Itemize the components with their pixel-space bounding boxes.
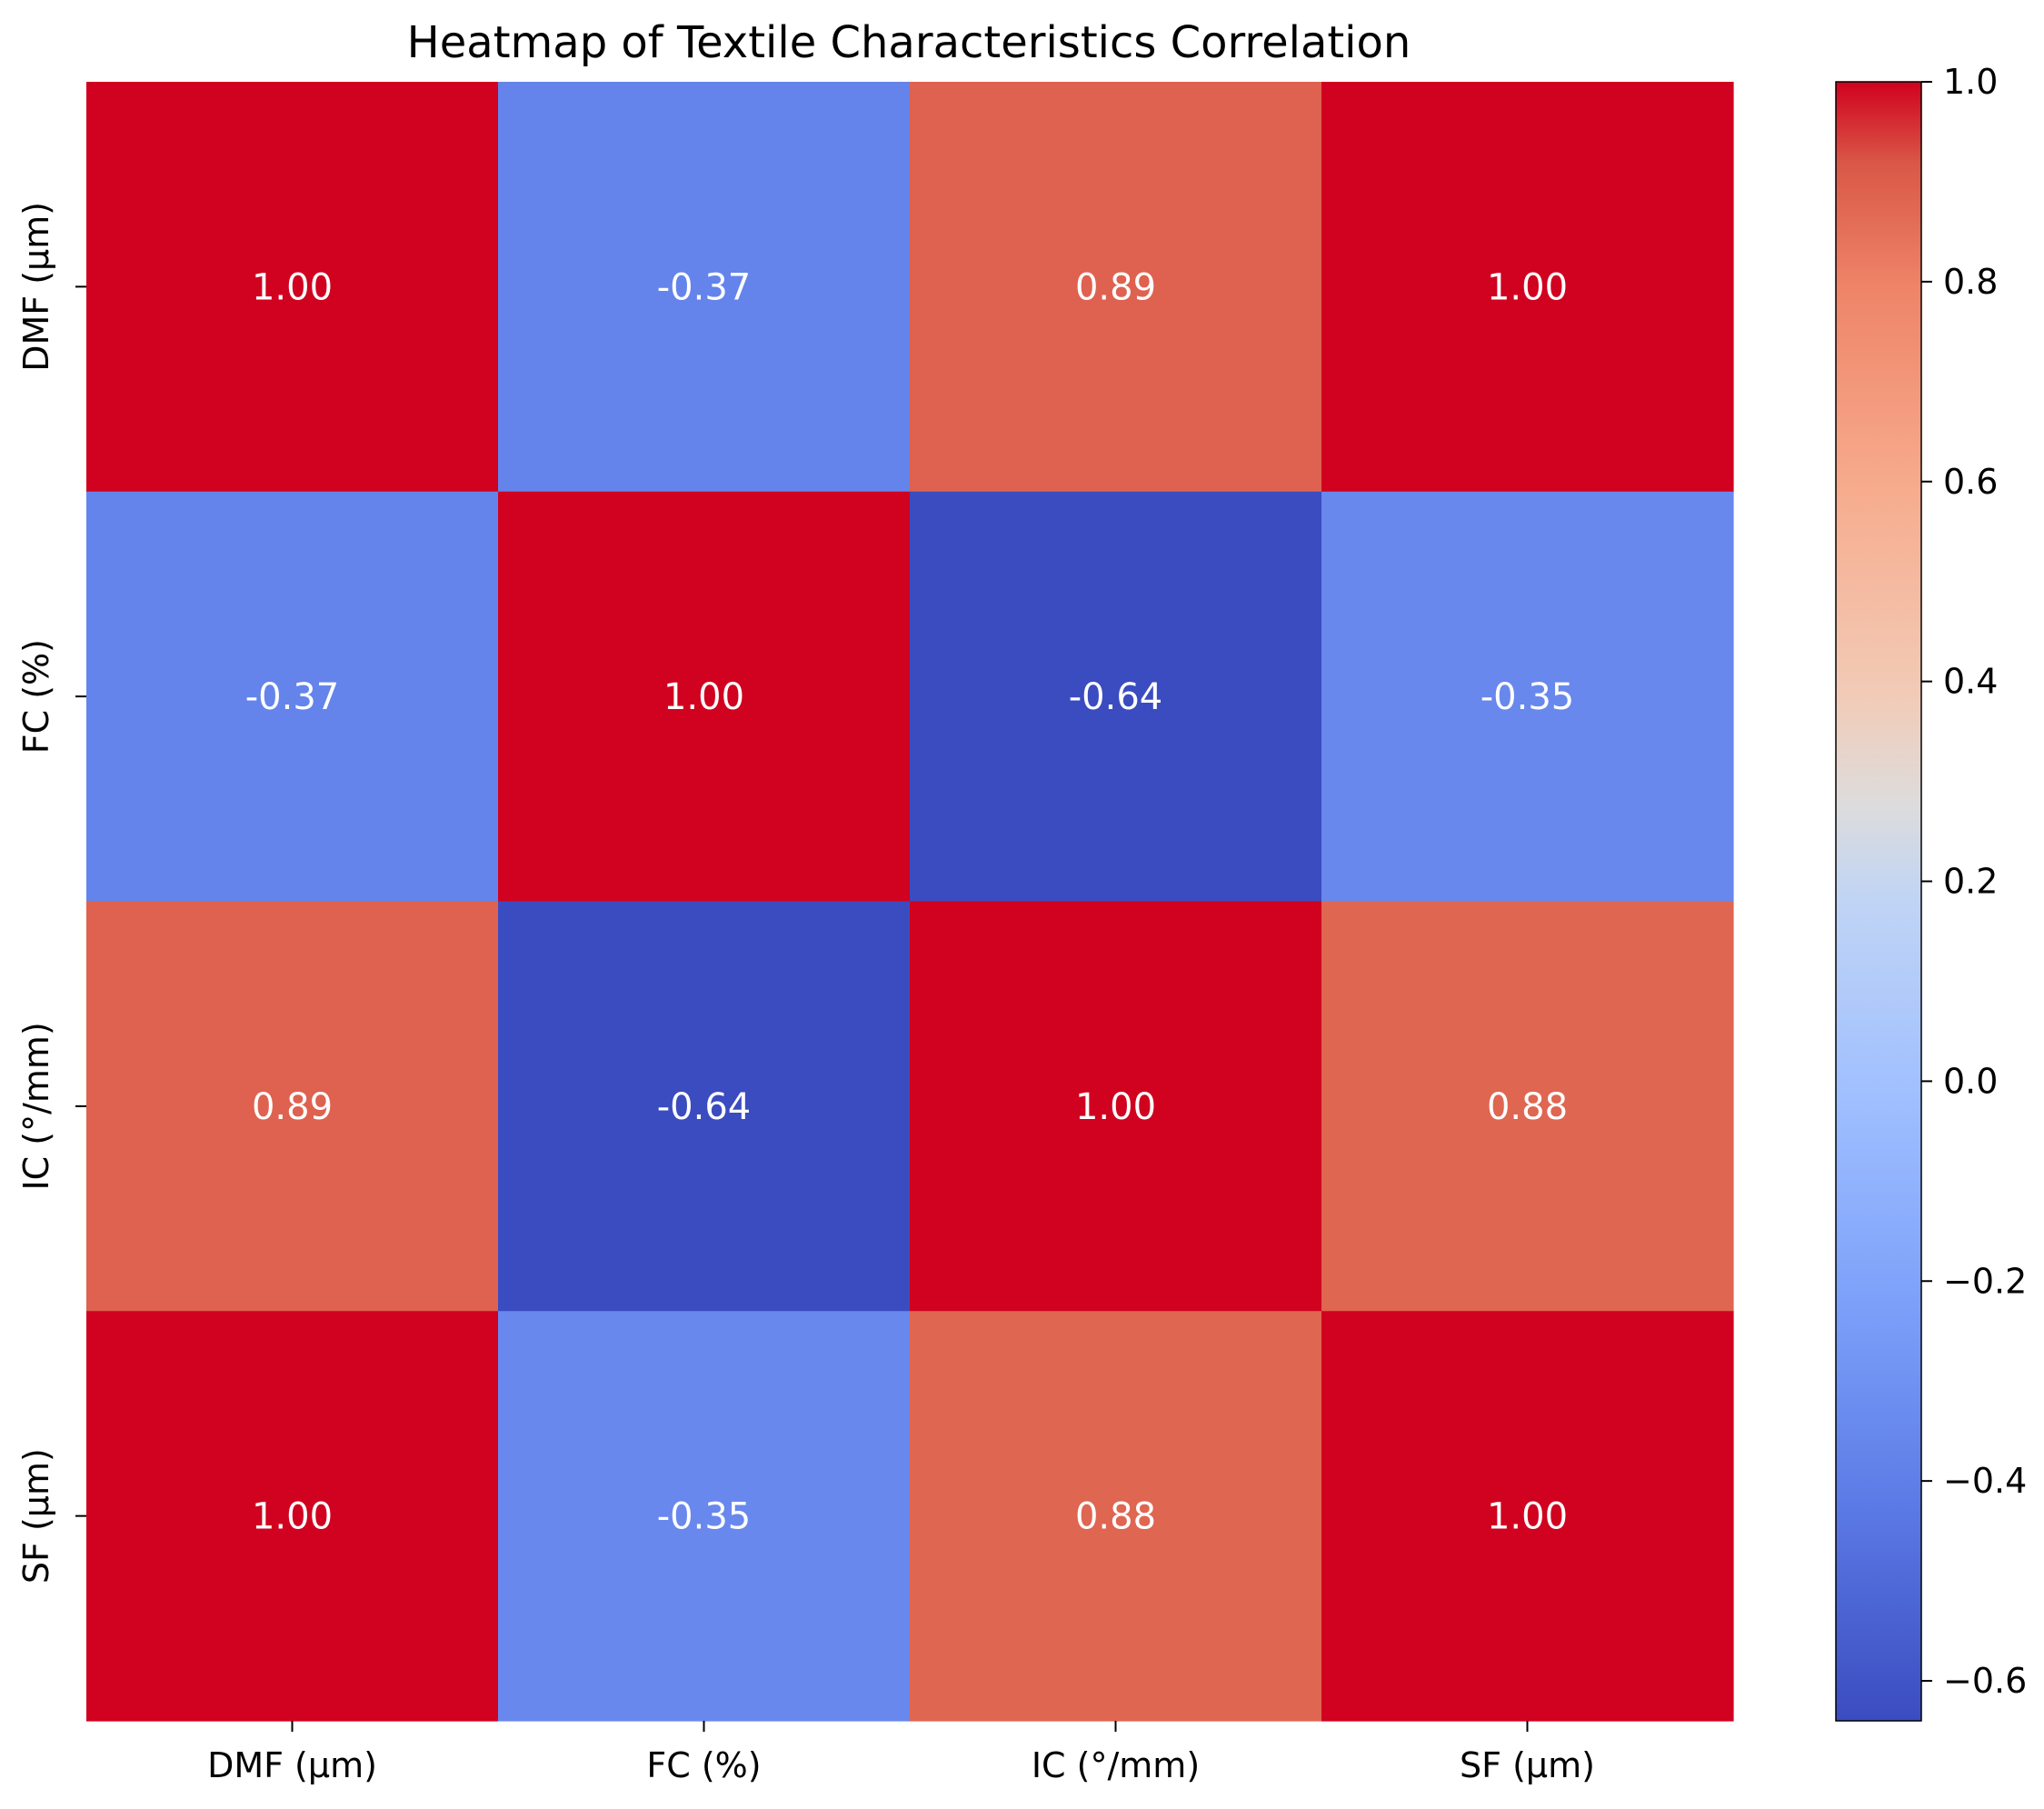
colorbar-tick-label: −0.2 — [1943, 1261, 2027, 1301]
heatmap-cell — [1321, 1311, 1734, 1722]
y-tick-label: SF (µm) — [16, 1448, 56, 1584]
y-tick-label: IC (°/mm) — [16, 1022, 56, 1190]
cell-value-label: 1.00 — [252, 1496, 333, 1538]
heatmap-cell-labels: 1.00 -0.37 0.89 1.00 -0.37 1.00 -0.64 -0.35 0.89… — [245, 266, 1575, 1537]
heatmap-cell — [498, 491, 911, 903]
heatmap-cell — [910, 1311, 1322, 1722]
heatmap-cell — [1321, 82, 1734, 493]
colorbar-tick-label: 0.2 — [1943, 862, 1998, 902]
heatmap-cell — [498, 901, 911, 1312]
colorbar-tick-label: −0.6 — [1943, 1661, 2027, 1701]
cell-value-label: -0.37 — [245, 676, 340, 718]
colorbar-tick-label: 0.6 — [1943, 462, 1998, 502]
heatmap-cell — [86, 82, 499, 493]
colorbar-tick-label: 0.8 — [1943, 262, 1998, 302]
y-axis: DMF (µm) FC (%) IC (°/mm) SF (µm) — [16, 202, 86, 1584]
x-tick-label: IC (°/mm) — [1032, 1745, 1200, 1785]
x-tick-label: DMF (µm) — [207, 1745, 377, 1785]
heatmap-cell — [498, 1311, 911, 1722]
colorbar-tick-label: −0.4 — [1943, 1461, 2027, 1501]
heatmap-cell — [86, 901, 499, 1312]
heatmap-cells — [86, 82, 1734, 1722]
cell-value-label: -0.64 — [1069, 676, 1163, 718]
x-tick-label: FC (%) — [646, 1745, 761, 1785]
cell-value-label: 1.00 — [1075, 1086, 1156, 1128]
cell-value-label: -0.35 — [657, 1496, 752, 1538]
heatmap-cell — [1321, 901, 1734, 1312]
heatmap-cell — [1321, 491, 1734, 903]
cell-value-label: 1.00 — [663, 676, 744, 718]
colorbar-ticks: 1.0 0.8 0.6 0.4 0.2 0.0 −0.2 −0.4 −0.6 — [1921, 62, 2027, 1701]
cell-value-label: 0.88 — [1487, 1086, 1568, 1128]
heatmap-cell — [910, 901, 1322, 1312]
cell-value-label: -0.64 — [657, 1086, 752, 1128]
y-tick-label: FC (%) — [16, 639, 56, 754]
colorbar-tick-label: 0.0 — [1943, 1061, 1998, 1101]
cell-value-label: 0.88 — [1075, 1496, 1156, 1538]
colorbar-gradient — [1835, 81, 1922, 1722]
heatmap-cell — [86, 491, 499, 903]
heatmap-cell — [910, 491, 1322, 903]
cell-value-label: -0.37 — [657, 266, 752, 308]
colorbar-tick-label: 0.4 — [1943, 662, 1998, 702]
cell-value-label: 0.89 — [252, 1086, 333, 1128]
cell-value-label: 1.00 — [252, 266, 333, 308]
chart-title: Heatmap of Textile Characteristics Corre… — [407, 17, 1411, 68]
heatmap-cell — [86, 1311, 499, 1722]
y-tick-label: DMF (µm) — [16, 202, 56, 372]
x-axis: DMF (µm) FC (%) IC (°/mm) SF (µm) — [207, 1721, 1595, 1785]
cell-value-label: -0.35 — [1481, 676, 1575, 718]
cell-value-label: 1.00 — [1487, 266, 1568, 308]
x-tick-label: SF (µm) — [1460, 1745, 1595, 1785]
heatmap-cell — [498, 82, 911, 493]
colorbar-tick-label: 1.0 — [1943, 62, 1998, 102]
cell-value-label: 0.89 — [1075, 266, 1156, 308]
heatmap-cell — [910, 82, 1322, 493]
cell-value-label: 1.00 — [1487, 1496, 1568, 1538]
colorbar — [1835, 81, 1922, 1722]
